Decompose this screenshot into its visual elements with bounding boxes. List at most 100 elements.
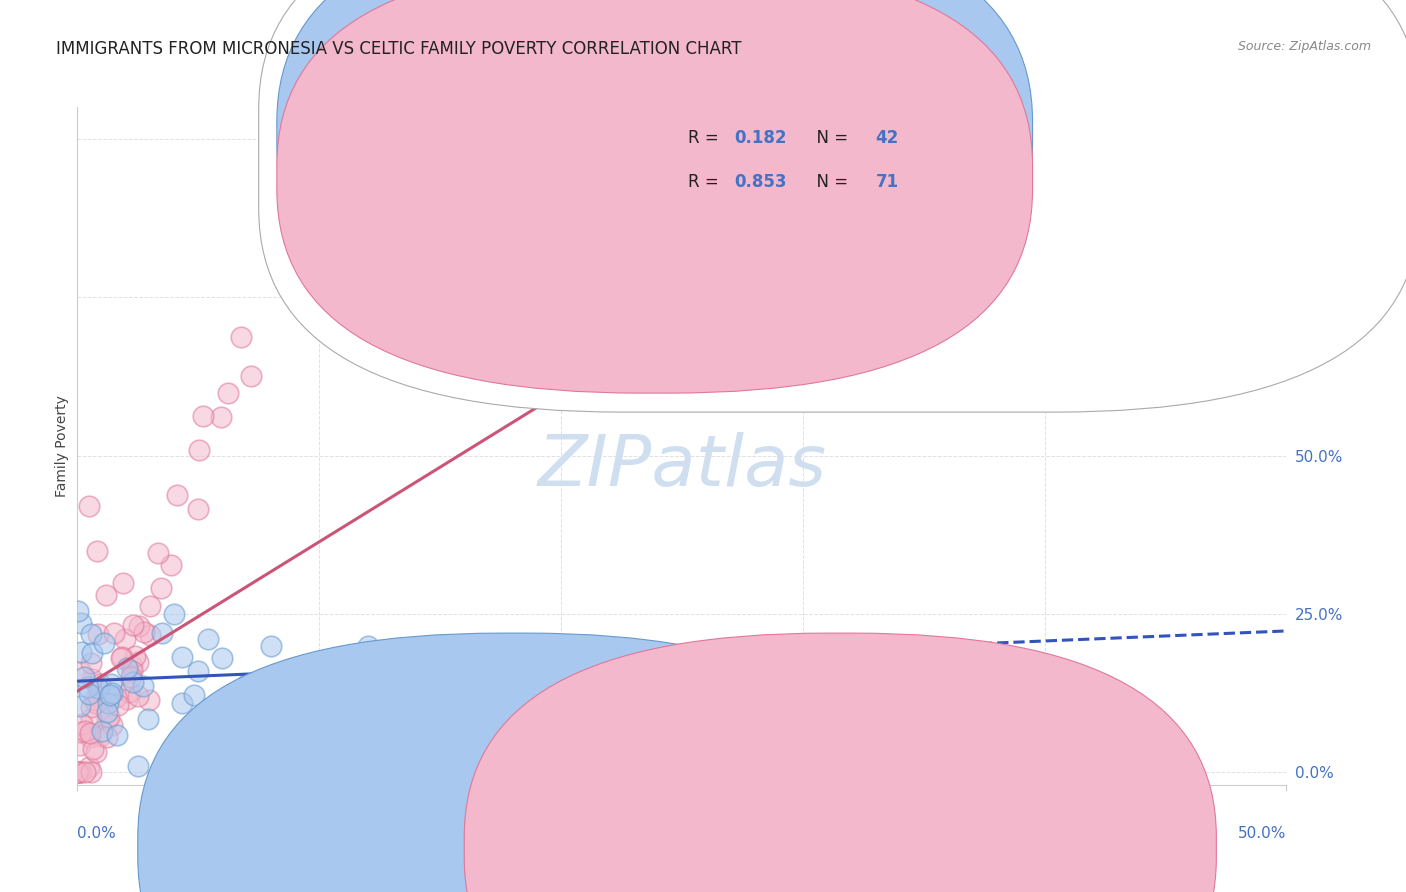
Point: [115, 661, 138, 675]
Point: [127, 758, 149, 772]
Point: [115, 691, 138, 706]
Point: [86, 543, 108, 558]
Point: [97, 697, 120, 711]
Point: [67, 765, 90, 780]
Point: [122, 675, 145, 690]
Point: [124, 648, 146, 663]
FancyBboxPatch shape: [277, 0, 1032, 393]
Text: Source: ZipAtlas.com: Source: ZipAtlas.com: [1237, 40, 1371, 54]
Point: [197, 632, 219, 647]
Point: [183, 688, 205, 702]
Point: [66, 765, 89, 780]
Point: [66, 765, 89, 780]
Point: [76, 681, 98, 695]
Point: [127, 655, 149, 669]
Point: [69, 739, 91, 753]
Point: [598, 651, 620, 665]
FancyBboxPatch shape: [259, 0, 1406, 412]
Point: [80, 699, 103, 714]
Point: [103, 626, 125, 640]
Point: [105, 728, 128, 742]
Point: [235, 676, 257, 690]
Point: [87, 690, 110, 704]
Point: [187, 501, 209, 516]
Point: [211, 651, 233, 665]
Point: [93, 636, 115, 650]
Text: Immigrants from Micronesia: Immigrants from Micronesia: [537, 838, 752, 854]
FancyBboxPatch shape: [277, 0, 1032, 349]
Point: [96, 705, 118, 719]
Point: [98, 688, 121, 702]
Point: [96, 713, 118, 727]
Point: [209, 409, 232, 424]
Point: [80, 765, 103, 780]
Point: [67, 604, 90, 618]
Point: [139, 628, 162, 642]
Point: [79, 730, 101, 744]
Point: [912, 639, 935, 653]
Point: [82, 742, 104, 756]
Point: [66, 765, 89, 780]
Text: Celtics: Celtics: [863, 838, 914, 854]
Point: [163, 607, 186, 621]
Point: [127, 690, 149, 704]
Point: [170, 650, 193, 665]
Text: R =: R =: [688, 128, 724, 146]
Point: [75, 724, 97, 739]
Text: IMMIGRANTS FROM MICRONESIA VS CELTIC FAMILY POVERTY CORRELATION CHART: IMMIGRANTS FROM MICRONESIA VS CELTIC FAM…: [56, 40, 742, 58]
Point: [121, 665, 143, 679]
Text: 42: 42: [876, 128, 898, 146]
Point: [132, 679, 155, 693]
Text: ZIPatlas: ZIPatlas: [537, 432, 827, 500]
Point: [72, 716, 94, 731]
Point: [1154, 132, 1177, 146]
Point: [89, 677, 111, 691]
Point: [132, 625, 155, 640]
Point: [82, 647, 104, 661]
Point: [77, 687, 100, 701]
Text: 50.0%: 50.0%: [1239, 826, 1286, 840]
Text: 0.182: 0.182: [734, 128, 786, 146]
Point: [67, 765, 90, 780]
Point: [193, 409, 215, 424]
Point: [166, 488, 188, 502]
Point: [80, 627, 103, 641]
Point: [100, 718, 122, 732]
Point: [69, 615, 91, 630]
Text: 0.853: 0.853: [734, 173, 786, 191]
Point: [70, 665, 93, 680]
Point: [69, 765, 91, 780]
Point: [96, 730, 118, 744]
Point: [150, 626, 173, 640]
Text: N =: N =: [807, 173, 853, 191]
Text: 71: 71: [876, 173, 898, 191]
Point: [84, 745, 107, 759]
Point: [107, 698, 129, 713]
Point: [77, 760, 100, 774]
Point: [138, 693, 160, 707]
Point: [136, 712, 159, 726]
Point: [69, 644, 91, 658]
Point: [284, 690, 307, 704]
Point: [229, 330, 252, 344]
Point: [114, 632, 136, 646]
Point: [217, 385, 239, 400]
Point: [69, 698, 91, 713]
Point: [148, 546, 170, 560]
Point: [187, 664, 209, 678]
Point: [308, 714, 330, 729]
Point: [72, 669, 94, 683]
Point: [110, 651, 132, 665]
Point: [89, 729, 111, 743]
Point: [308, 670, 330, 684]
Point: [356, 639, 378, 653]
Point: [240, 369, 263, 384]
Text: N =: N =: [807, 128, 853, 146]
Point: [73, 765, 96, 780]
Point: [97, 710, 120, 724]
Point: [187, 443, 209, 458]
Point: [429, 639, 451, 653]
Point: [118, 684, 141, 698]
Point: [122, 617, 145, 632]
Point: [170, 696, 193, 710]
